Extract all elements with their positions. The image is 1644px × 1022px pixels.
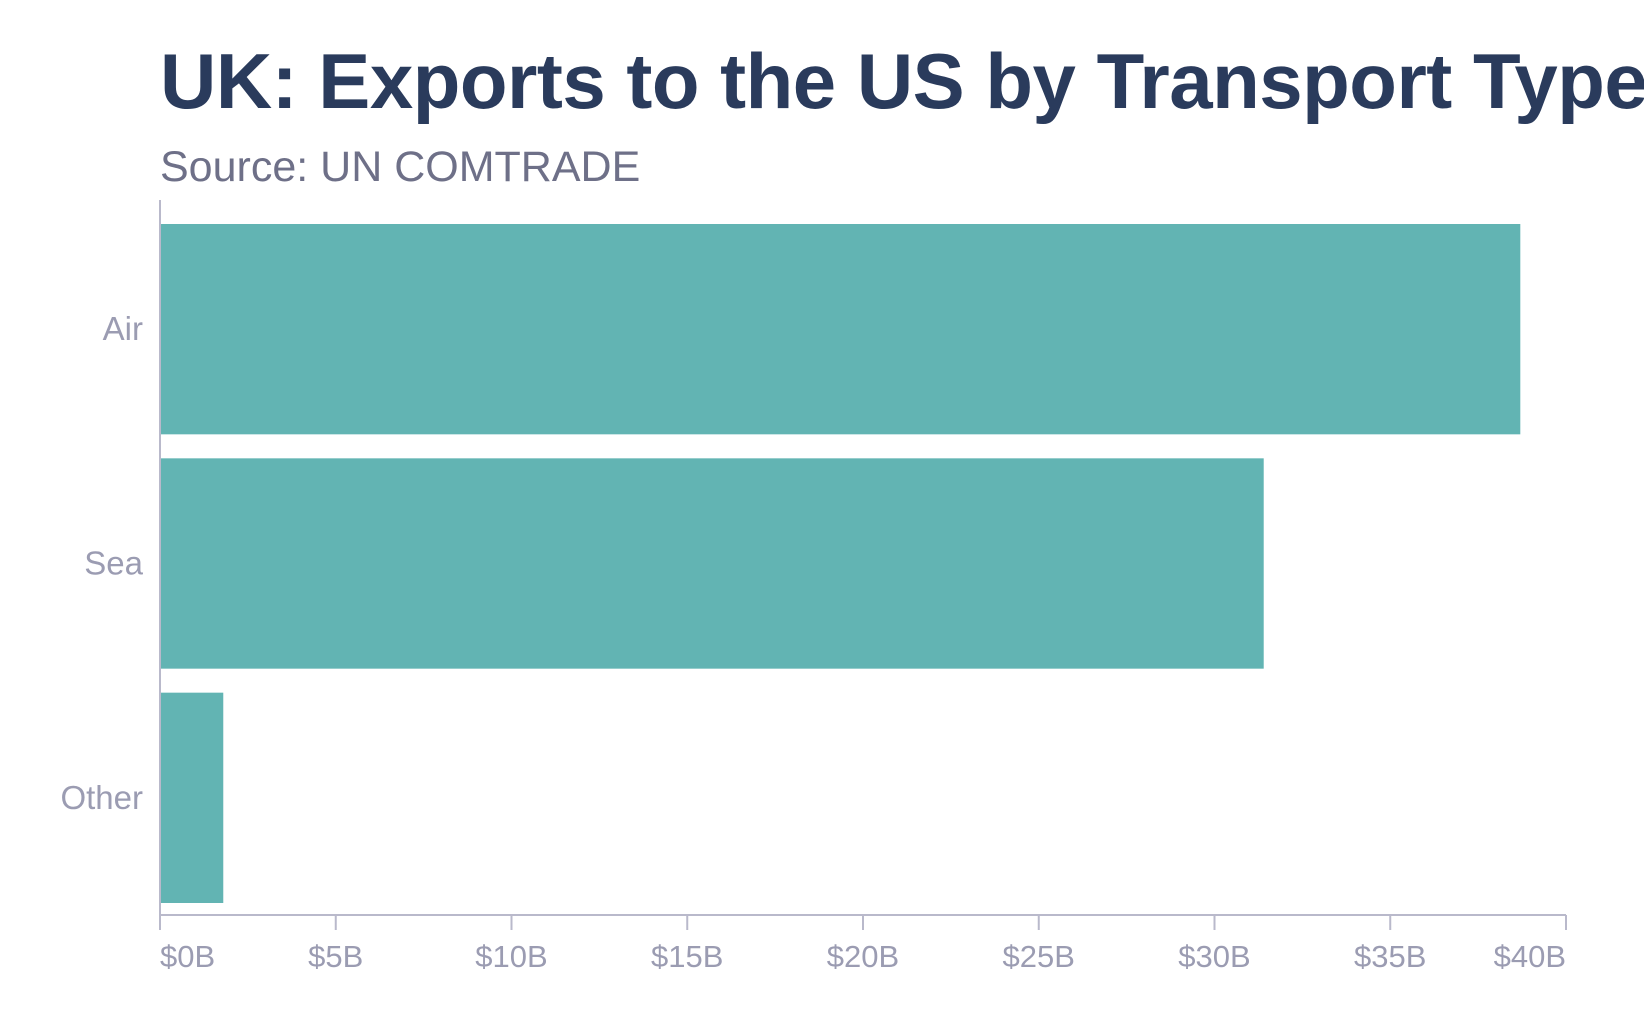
x-tick-label: $5B bbox=[308, 939, 363, 974]
bar-other bbox=[160, 692, 224, 903]
x-tick-label: $25B bbox=[1003, 939, 1075, 974]
bar-air bbox=[160, 224, 1521, 435]
category-label-air: Air bbox=[103, 310, 143, 347]
bars-layer: Air Sea Other bbox=[60, 224, 1521, 903]
x-tick-label: $30B bbox=[1178, 939, 1250, 974]
x-tick-label: $20B bbox=[827, 939, 899, 974]
x-tick-label: $15B bbox=[651, 939, 723, 974]
category-label-other: Other bbox=[60, 779, 143, 816]
x-tick-label: $0B bbox=[160, 939, 215, 974]
category-label-sea: Sea bbox=[84, 545, 143, 582]
x-tick-label: $35B bbox=[1354, 939, 1426, 974]
axis-layer: $0B $5B $10B $15B $20B $25B $30B $35B $40B bbox=[159, 200, 1567, 974]
chart-subtitle: Source: UN COMTRADE bbox=[160, 143, 641, 191]
bar-sea bbox=[160, 458, 1264, 669]
chart-title: UK: Exports to the US by Transport Type bbox=[160, 37, 1644, 125]
x-tick-label: $40B bbox=[1494, 939, 1566, 974]
x-tick-label: $10B bbox=[475, 939, 547, 974]
